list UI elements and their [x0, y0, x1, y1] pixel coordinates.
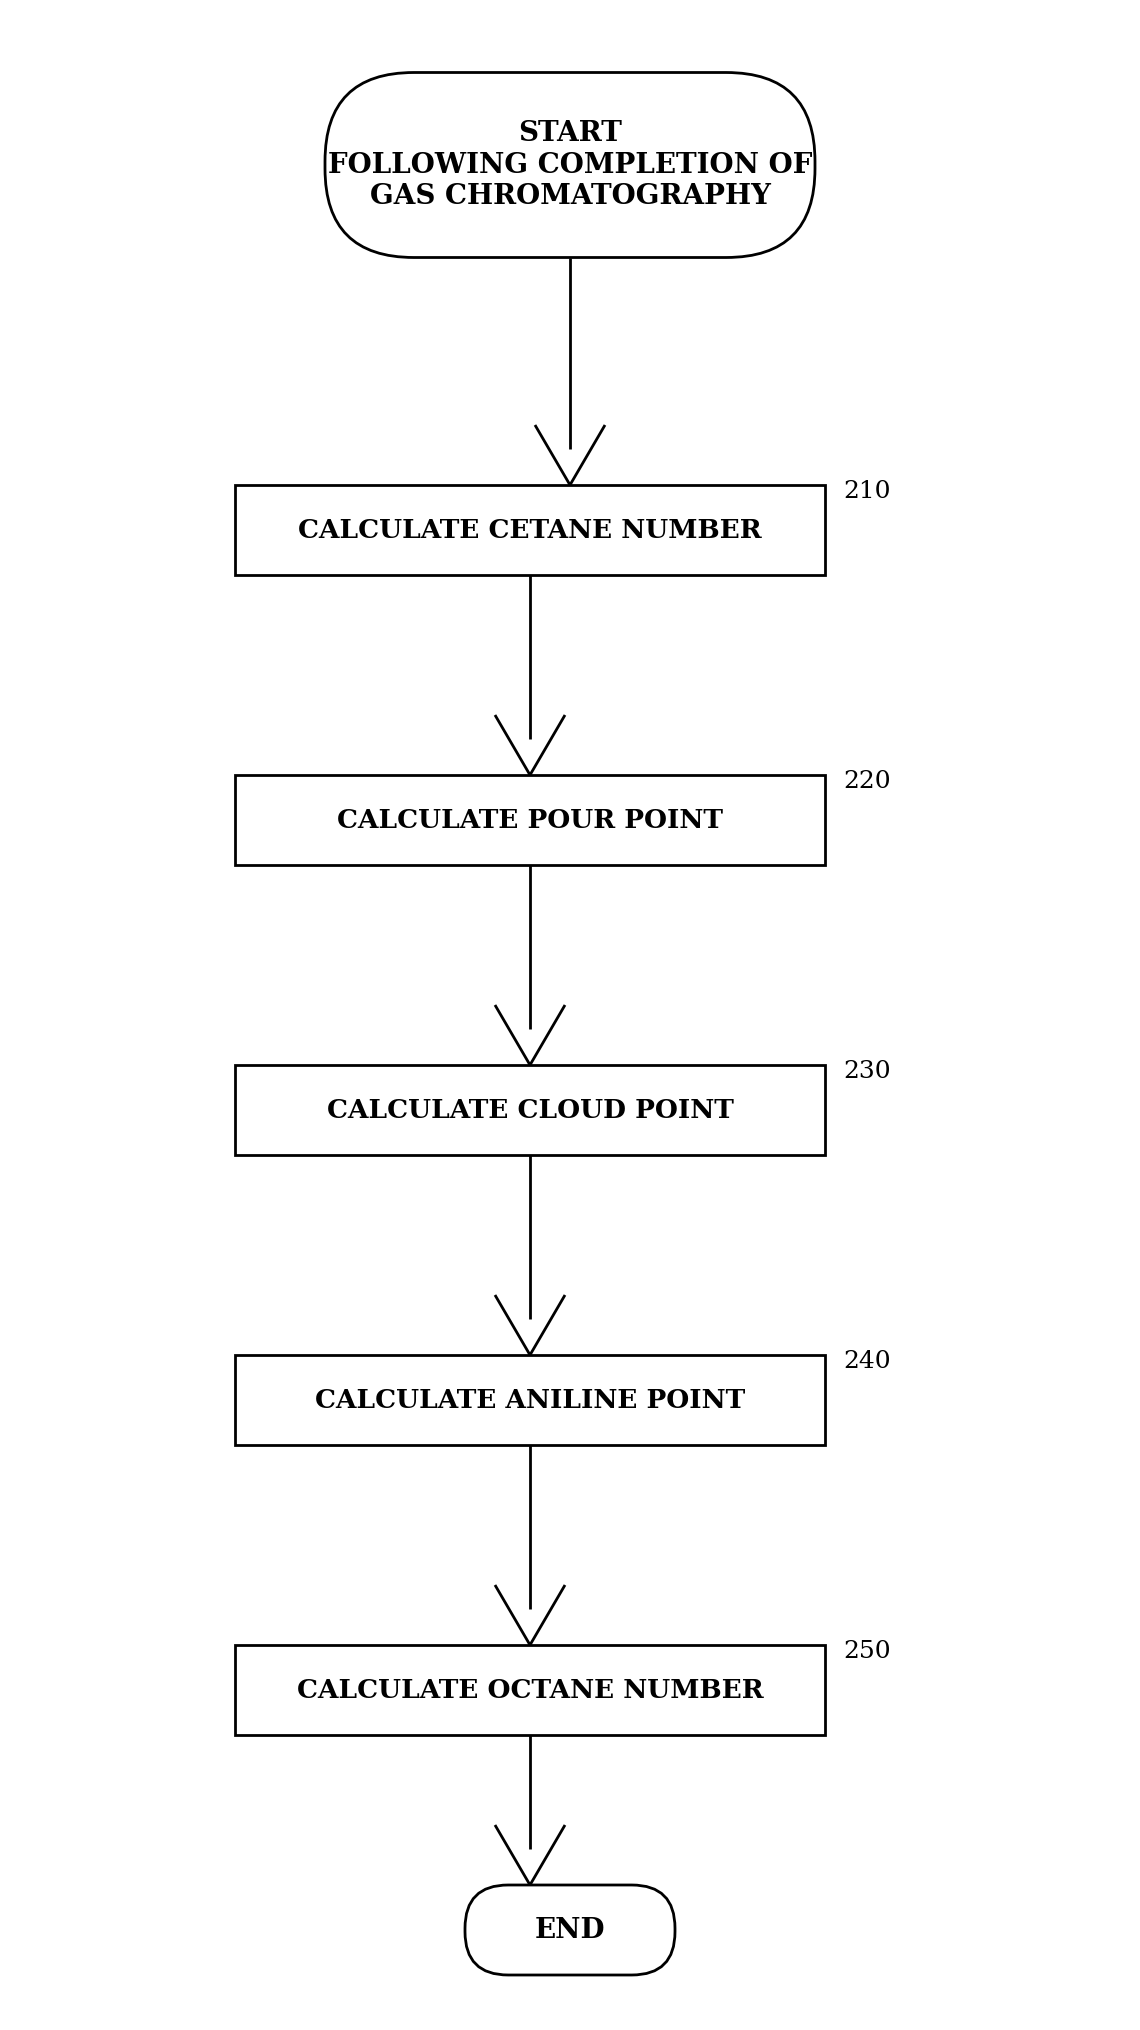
Bar [235, 1644, 825, 1736]
Text: CALCULATE OCTANE NUMBER: CALCULATE OCTANE NUMBER [296, 1677, 764, 1703]
Text: CALCULATE CLOUD POINT: CALCULATE CLOUD POINT [326, 1098, 733, 1123]
Text: 230: 230 [842, 1060, 890, 1082]
Text: CALCULATE CETANE NUMBER: CALCULATE CETANE NUMBER [299, 518, 762, 542]
Text: 250: 250 [842, 1640, 890, 1663]
Text: START
FOLLOWING COMPLETION OF
GAS CHROMATOGRAPHY: START FOLLOWING COMPLETION OF GAS CHROMA… [328, 120, 812, 209]
Bar [235, 1354, 825, 1445]
Text: CALCULATE POUR POINT: CALCULATE POUR POINT [337, 808, 723, 832]
Text: 240: 240 [842, 1350, 890, 1372]
Text: 220: 220 [842, 769, 890, 794]
Text: CALCULATE ANILINE POINT: CALCULATE ANILINE POINT [315, 1386, 746, 1413]
Bar [235, 1066, 825, 1155]
Bar [235, 485, 825, 574]
Text: 210: 210 [842, 479, 890, 503]
FancyBboxPatch shape [465, 1886, 675, 1975]
Bar [235, 775, 825, 865]
Text: END: END [535, 1916, 605, 1943]
FancyBboxPatch shape [325, 73, 815, 258]
